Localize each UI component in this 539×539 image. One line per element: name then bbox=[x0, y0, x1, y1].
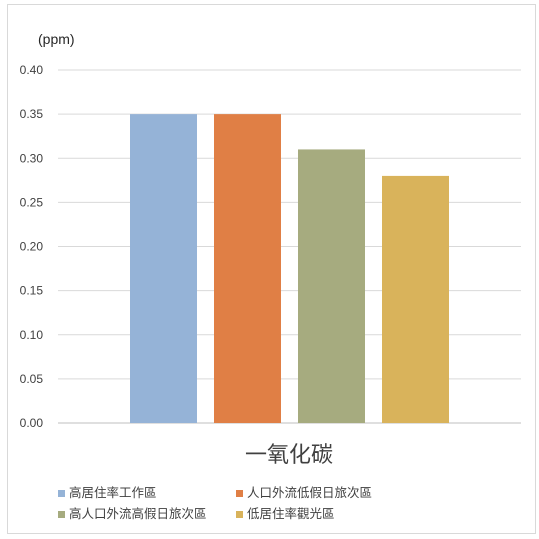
bars bbox=[130, 114, 449, 424]
y-tick-label: 0.30 bbox=[20, 151, 44, 165]
y-tick-label: 0.25 bbox=[20, 195, 44, 209]
legend-swatch bbox=[236, 490, 243, 497]
legend-swatch bbox=[58, 490, 65, 497]
bar-3 bbox=[298, 149, 365, 424]
bar-2 bbox=[214, 114, 281, 423]
legend-swatch bbox=[58, 511, 65, 518]
legend-label: 高居住率工作區 bbox=[69, 485, 157, 500]
legend-label: 低居住率觀光區 bbox=[247, 506, 335, 521]
category-label: 一氧化碳 bbox=[245, 443, 333, 468]
legend-label: 人口外流低假日旅次區 bbox=[247, 485, 372, 500]
y-tick-label: 0.35 bbox=[20, 107, 44, 121]
bar-1 bbox=[130, 114, 197, 423]
y-tick-label: 0.05 bbox=[20, 372, 44, 386]
y-tick-label: 0.00 bbox=[20, 416, 44, 430]
legend-label: 高人口外流高假日旅次區 bbox=[69, 506, 207, 521]
gridlines bbox=[58, 69, 521, 424]
y-tick-label: 0.15 bbox=[20, 284, 44, 298]
y-tick-label: 0.40 bbox=[20, 63, 44, 77]
y-unit-label: (ppm) bbox=[38, 31, 75, 47]
y-tick-label: 0.10 bbox=[20, 328, 44, 342]
legend-swatch bbox=[236, 511, 243, 518]
y-tick-label: 0.20 bbox=[20, 240, 44, 254]
y-tick-labels: 0.00 0.05 0.10 0.15 0.20 0.25 0.30 0.35 0.40 bbox=[20, 63, 44, 430]
bar-4 bbox=[382, 175, 449, 423]
